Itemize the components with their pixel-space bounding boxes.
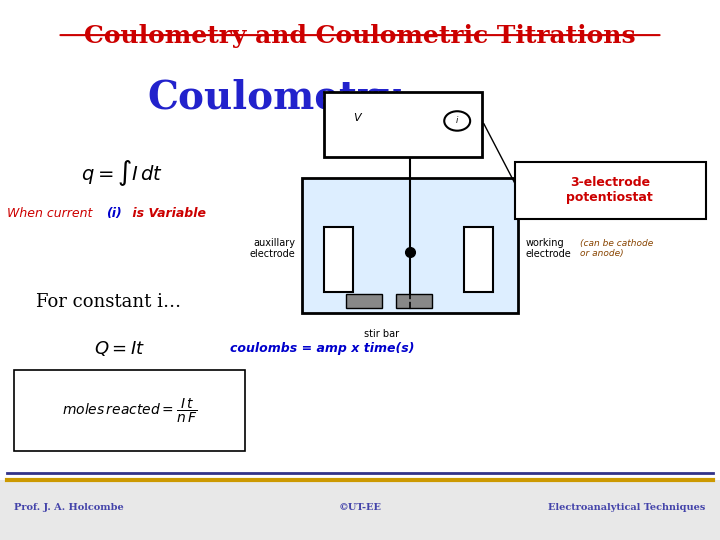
Text: Coulometry: Coulometry [147, 78, 400, 117]
Bar [346, 294, 382, 308]
Text: i: i [456, 117, 459, 125]
Text: $moles\,reacted = \dfrac{I\,t}{n\,F}$: $moles\,reacted = \dfrac{I\,t}{n\,F}$ [62, 396, 197, 424]
Text: (can be cathode
or anode): (can be cathode or anode) [580, 239, 653, 258]
Bar [396, 294, 432, 308]
Text: $Q = It$: $Q = It$ [94, 339, 145, 358]
Bar [324, 92, 482, 157]
Text: $q = \int I \, dt$: $q = \int I \, dt$ [81, 158, 163, 188]
Text: Prof. J. A. Holcombe: Prof. J. A. Holcombe [14, 503, 124, 512]
FancyBboxPatch shape [14, 370, 245, 451]
Text: Electroanalytical Techniques: Electroanalytical Techniques [548, 503, 706, 512]
Text: (i): (i) [106, 207, 122, 220]
Text: coulombs = amp x time(s): coulombs = amp x time(s) [230, 342, 415, 355]
Text: is Variable: is Variable [128, 207, 206, 220]
Text: For constant i…: For constant i… [36, 293, 181, 312]
Text: stir bar: stir bar [364, 329, 399, 339]
Text: When current: When current [7, 207, 96, 220]
Text: auxillary
electrode: auxillary electrode [249, 238, 295, 259]
Text: 3-electrode
potentiostat: 3-electrode potentiostat [567, 176, 653, 204]
Bar [302, 178, 518, 313]
FancyBboxPatch shape [515, 162, 706, 219]
Bar [464, 227, 493, 292]
Text: working
electrode: working electrode [526, 238, 572, 259]
Text: Coulometry and Coulometric Titrations: Coulometry and Coulometric Titrations [84, 24, 636, 48]
Text: ©UT-EE: ©UT-EE [338, 503, 382, 512]
Bar [324, 227, 353, 292]
Text: V: V [353, 113, 361, 123]
Bar [0, 480, 720, 540]
